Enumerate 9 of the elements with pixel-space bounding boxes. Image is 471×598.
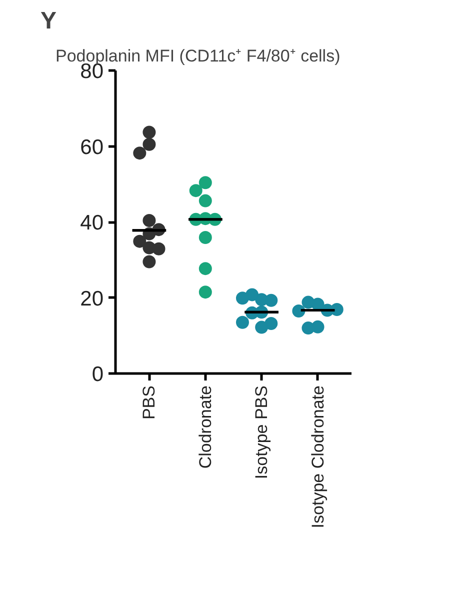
x-tick-label: PBS <box>140 385 159 420</box>
chart-title: Y <box>40 8 57 34</box>
y-tick-label: 40 <box>80 212 104 234</box>
y-tick-label: 0 <box>92 363 104 386</box>
x-tick-label: Clodronate <box>196 385 215 469</box>
x-tick-label: Isotype Clodronate <box>308 385 328 528</box>
x-tick-label: Isotype PBS <box>252 385 272 480</box>
y-tick-label: 60 <box>80 136 104 159</box>
y-tick-label: 20 <box>80 287 104 310</box>
